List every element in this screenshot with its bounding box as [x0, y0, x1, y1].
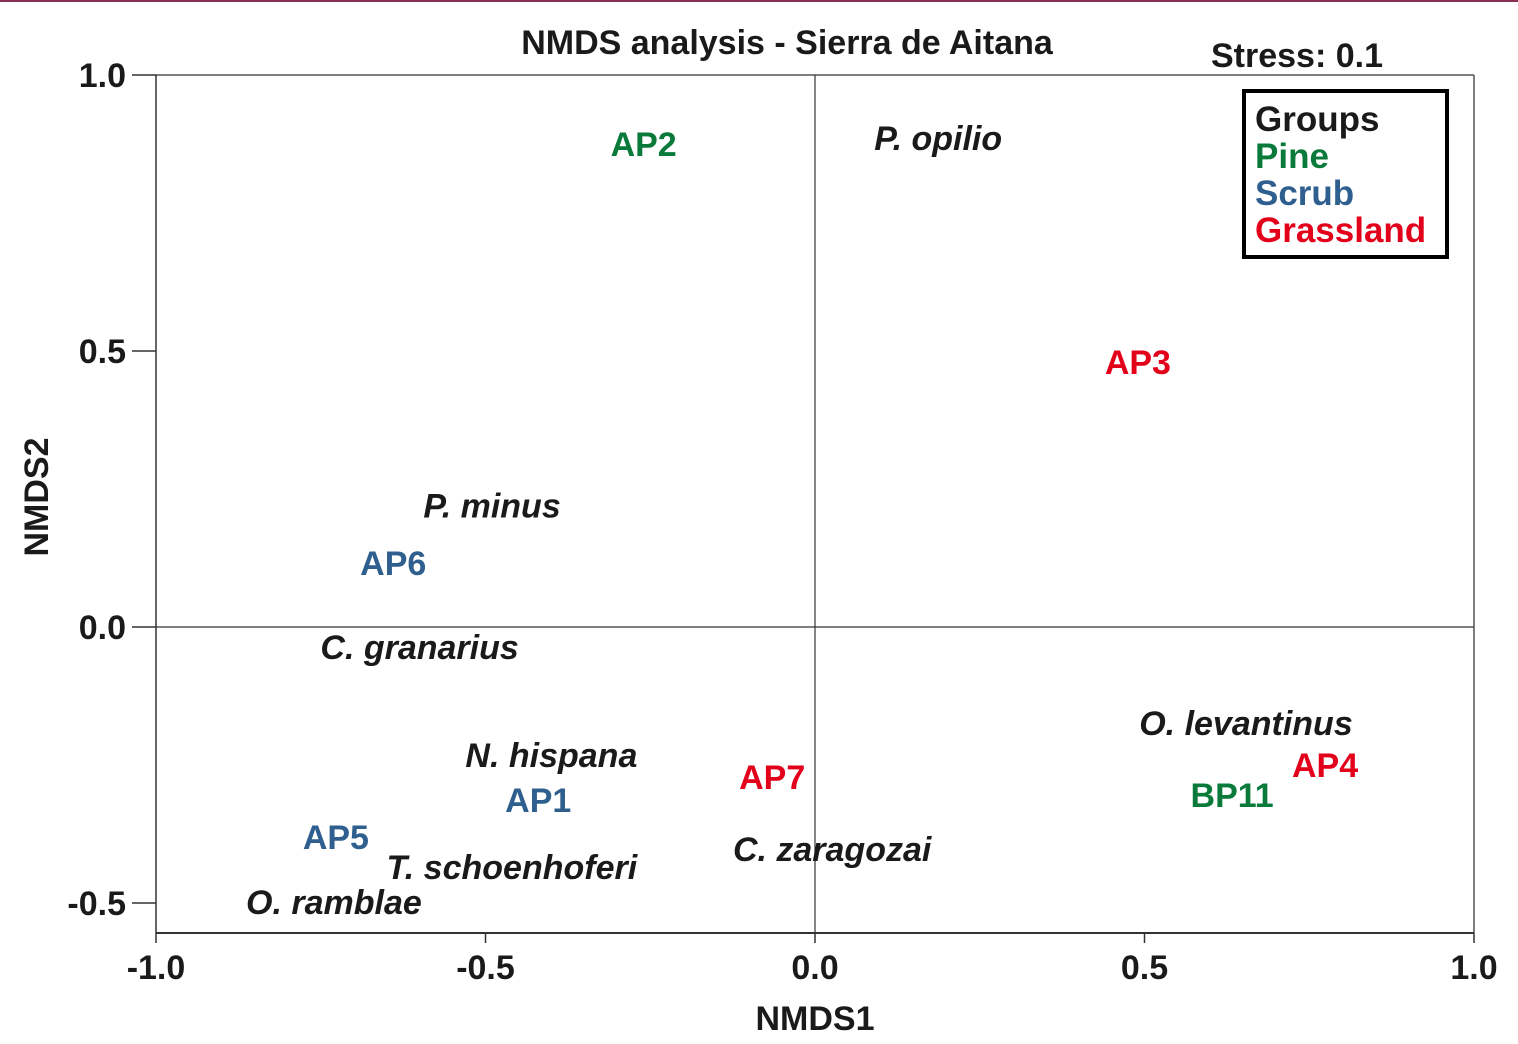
y-tick-label: -0.5	[67, 885, 126, 923]
x-tick-label: -0.5	[456, 949, 515, 987]
site-label-ap4: AP4	[1292, 747, 1358, 785]
species-label-o-levantinus: O. levantinus	[1139, 705, 1353, 743]
legend: Groups Pine Scrub Grassland	[1242, 89, 1449, 259]
site-label-ap2: AP2	[611, 126, 677, 164]
site-label-ap6: AP6	[360, 545, 426, 583]
x-tick-label: -1.0	[127, 949, 186, 987]
y-tick-label: 1.0	[79, 57, 126, 95]
site-label-ap1: AP1	[505, 782, 571, 820]
axes: -1.0 -0.5 0.0 0.5 1.01.00.50.0-0.5	[67, 57, 1497, 987]
species-label-t-schoenhoferi: T. schoenhoferi	[387, 849, 639, 887]
species-label-n-hispana: N. hispana	[465, 737, 637, 775]
legend-entry-grassland: Grassland	[1255, 211, 1426, 250]
x-tick-label: 0.5	[1121, 949, 1168, 987]
species-label-o-ramblae: O. ramblae	[246, 884, 422, 922]
x-tick-label: 0.0	[791, 949, 838, 987]
stress-annotation: Stress: 0.1	[1211, 37, 1383, 75]
points: AP2 BP11 AP6 AP1 AP5 AP3 AP7 AP4 P. opilio P. min…	[246, 120, 1358, 922]
site-label-ap3: AP3	[1105, 344, 1171, 382]
species-label-c-zaragozai: C. zaragozai	[733, 831, 933, 869]
site-label-ap5: AP5	[303, 819, 369, 857]
top-border	[0, 0, 1518, 2]
x-axis-label: NMDS1	[755, 1000, 874, 1038]
legend-entry-pine: Pine	[1255, 137, 1329, 176]
legend-title: Groups	[1255, 100, 1379, 139]
legend-box	[1242, 89, 1449, 259]
chart-title: NMDS analysis - Sierra de Aitana	[521, 24, 1054, 62]
species-label-p-opilio: P. opilio	[874, 120, 1002, 158]
site-label-bp11: BP11	[1191, 777, 1274, 815]
y-tick-label: 0.5	[79, 333, 126, 371]
legend-entry-scrub: Scrub	[1255, 174, 1354, 213]
site-label-ap7: AP7	[739, 759, 805, 797]
species-label-c-granarius: C. granarius	[320, 629, 518, 667]
y-axis-label: NMDS2	[18, 437, 56, 556]
y-tick-label: 0.0	[79, 609, 126, 647]
x-tick-label: 1.0	[1450, 949, 1497, 987]
species-label-p-minus: P. minus	[423, 488, 560, 526]
